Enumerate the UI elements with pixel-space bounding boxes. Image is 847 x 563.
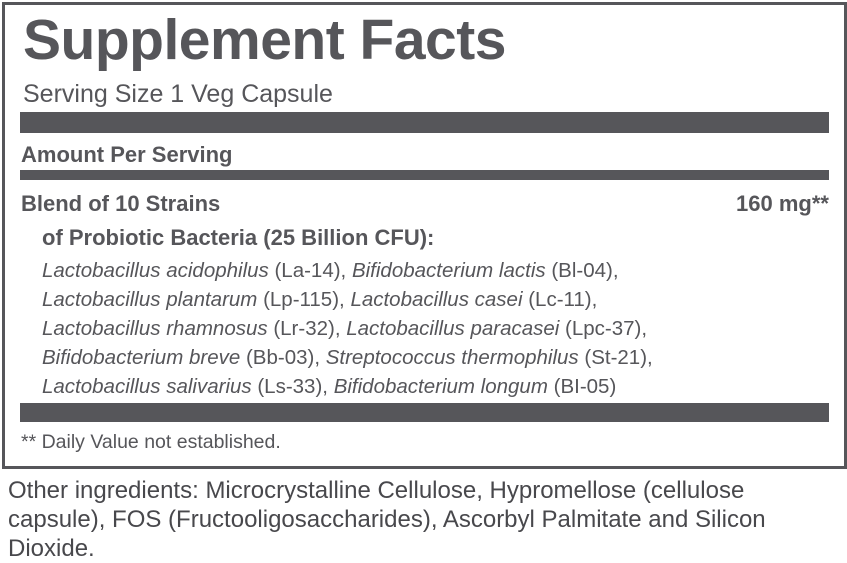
strain-name: Bifidobacterium longum xyxy=(333,375,548,398)
strain-code: (Ls-33), xyxy=(251,375,334,398)
strain-code: (St-21), xyxy=(578,346,653,369)
strain-code: (La-14), xyxy=(268,259,352,282)
strain-name: Bifidobacterium lactis xyxy=(351,259,546,282)
blend-name: Blend of 10 Strains xyxy=(21,191,221,216)
strain-line: Lactobacillus acidophilus (La-14), Bifid… xyxy=(42,259,619,283)
blend-subtitle: of Probiotic Bacteria (25 Billion CFU): xyxy=(42,225,435,250)
strain-code: (Lc-11), xyxy=(522,288,598,311)
strain-name: Lactobacillus rhamnosus xyxy=(42,317,268,340)
bottom-divider xyxy=(20,403,829,422)
strain-name: Lactobacillus plantarum xyxy=(42,288,258,311)
strain-code: (Bl-04), xyxy=(545,259,619,282)
strain-code: (Lr-32), xyxy=(267,317,347,340)
strain-name: Streptococcus thermophilus xyxy=(325,346,579,369)
strain-code: (Lp-115), xyxy=(257,288,351,311)
strain-code: (BI-05) xyxy=(547,375,617,398)
amount-per-serving-header: Amount Per Serving xyxy=(21,142,233,167)
footnote: ** Daily Value not established. xyxy=(21,431,281,453)
panel-title: Supplement Facts xyxy=(23,8,506,72)
strain-code: (Lpc-37), xyxy=(559,317,648,340)
strain-name: Lactobacillus casei xyxy=(350,288,523,311)
strain-name: Lactobacillus paracasei xyxy=(346,317,560,340)
strain-name: Bifidobacterium breve xyxy=(42,346,241,369)
strain-line: Lactobacillus salivarius (Ls-33), Bifido… xyxy=(42,375,616,399)
strain-name: Lactobacillus salivarius xyxy=(42,375,252,398)
supplement-facts-panel: Supplement Facts Serving Size 1 Veg Caps… xyxy=(2,2,847,469)
medium-divider xyxy=(20,170,829,180)
strain-name: Lactobacillus acidophilus xyxy=(42,259,269,282)
other-ingredients: Other ingredients: Microcrystalline Cell… xyxy=(8,477,766,562)
strain-code: (Bb-03), xyxy=(240,346,326,369)
blend-amount: 160 mg** xyxy=(736,191,829,216)
strain-line: Lactobacillus rhamnosus (Lr-32), Lactoba… xyxy=(42,317,647,341)
strain-line: Bifidobacterium breve (Bb-03), Streptoco… xyxy=(42,346,653,370)
serving-size: Serving Size 1 Veg Capsule xyxy=(23,80,333,108)
strain-line: Lactobacillus plantarum (Lp-115), Lactob… xyxy=(42,288,597,312)
thick-divider xyxy=(20,112,829,133)
